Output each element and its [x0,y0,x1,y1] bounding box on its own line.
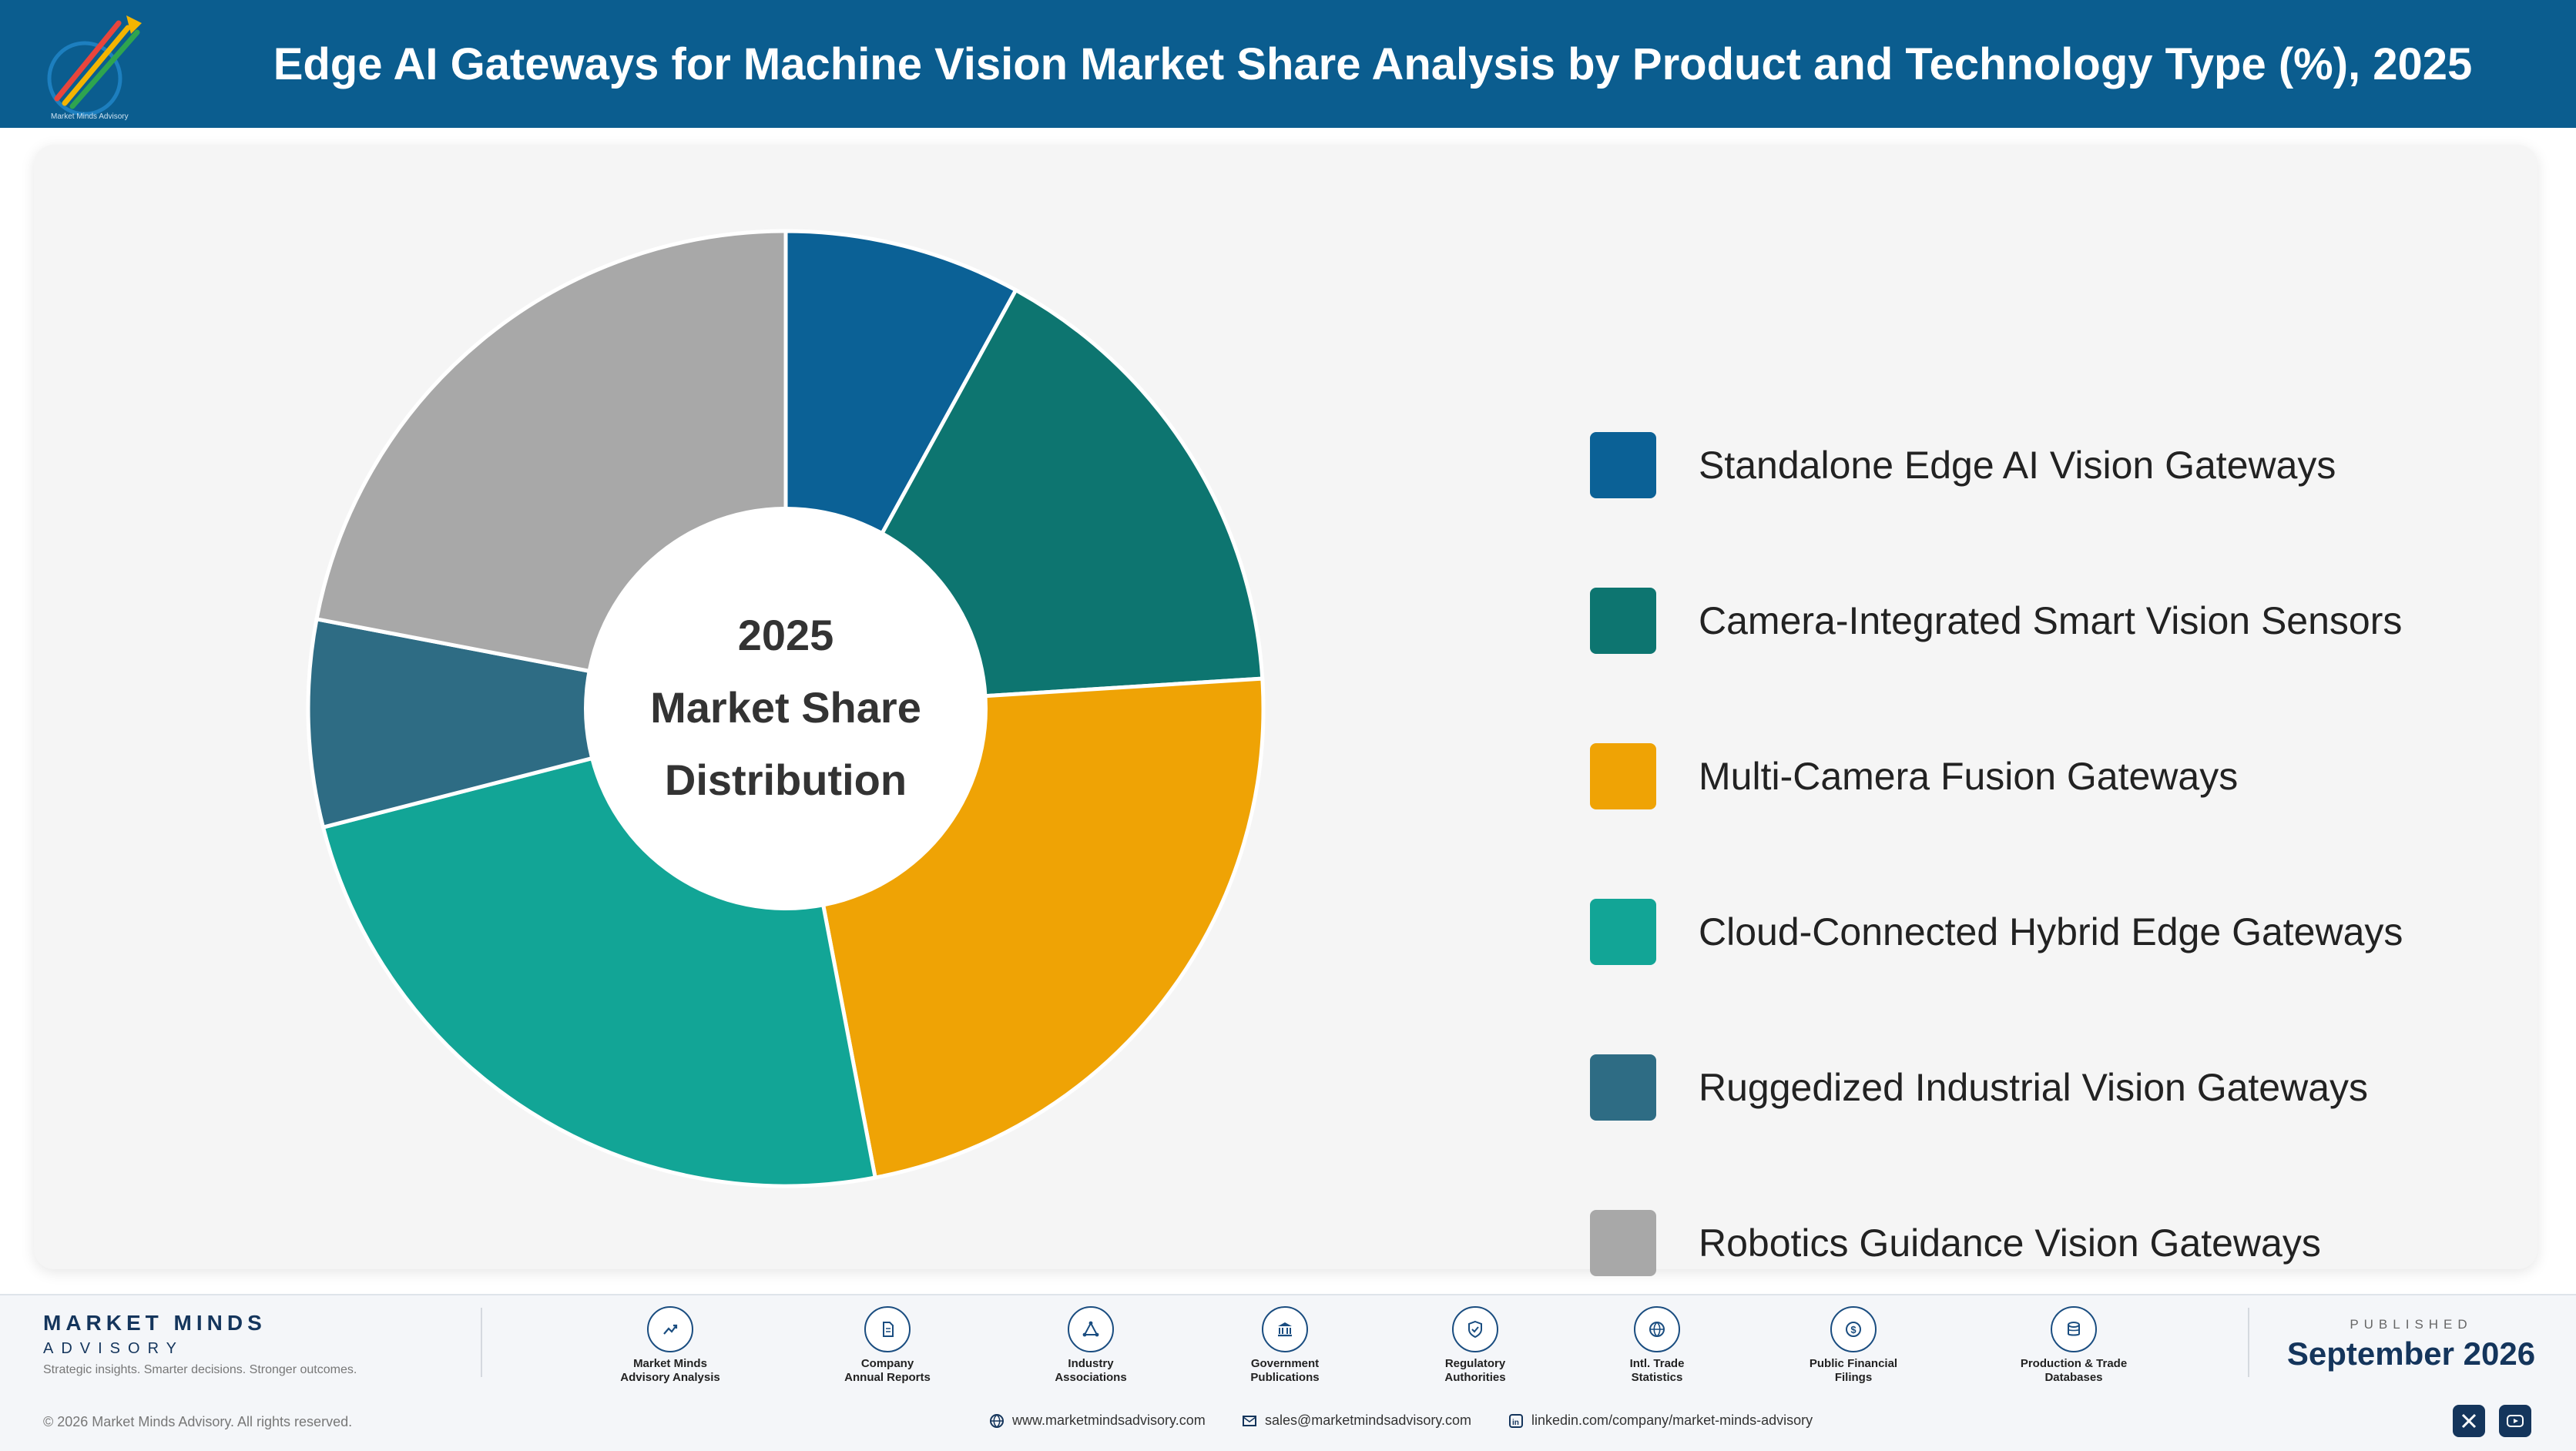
source-label: Production & Trade Databases [2020,1357,2128,1384]
legend-label: Camera-Integrated Smart Vision Sensors [1699,599,2403,642]
header-bar: Market Minds Advisory Edge AI Gateways f… [0,0,2576,128]
website-link[interactable]: www.marketmindsadvisory.com [989,1412,1206,1429]
source-item: Regulatory Authorities [1398,1306,1552,1385]
linkedin-icon: in [1509,1413,1523,1428]
x-social-button[interactable] [2453,1405,2485,1437]
mail-icon [1243,1415,1256,1426]
email-text: sales@marketmindsadvisory.com [1265,1412,1472,1428]
svg-text:$: $ [1850,1324,1857,1335]
legend-swatch [1590,899,1656,965]
published-label: PUBLISHED [2350,1317,2473,1332]
linkedin-link[interactable]: in linkedin.com/company/market-minds-adv… [1508,1412,1813,1429]
center-year-label: 2025 [738,611,834,659]
svg-text:Market Minds Advisory: Market Minds Advisory [51,112,129,121]
brand-name: MARKET MINDS [43,1311,267,1335]
email-link[interactable]: sales@marketmindsadvisory.com [1242,1412,1471,1429]
source-item: Market Minds Advisory Analysis [593,1306,747,1385]
government-building-icon [1262,1306,1308,1352]
legend-label: Cloud-Connected Hybrid Edge Gateways [1699,910,2403,953]
source-label: Industry Associations [1055,1357,1127,1384]
center-title-label: Market Share [650,683,921,732]
document-icon [864,1306,911,1352]
network-icon [1068,1306,1114,1352]
dollar-coin-icon: $ [1830,1306,1877,1352]
source-item: Industry Associations [1014,1306,1168,1385]
legend-item: Ruggedized Industrial Vision Gateways [1590,1054,2514,1121]
footer: MARKET MINDS ADVISORY Strategic insights… [0,1294,2576,1451]
source-item: $ Public Financial Filings [1776,1306,1930,1385]
legend-swatch [1590,432,1656,498]
shield-check-icon [1452,1306,1498,1352]
pie-slice-5 [306,616,787,830]
legend-swatch [1590,1210,1656,1276]
x-logo-icon [2461,1413,2477,1429]
youtube-icon [2507,1415,2524,1427]
donut-hole [584,507,988,910]
footer-divider [2248,1308,2249,1377]
source-label: Public Financial Filings [1809,1357,1898,1384]
legend-swatch [1590,1054,1656,1121]
source-label: Company Annual Reports [844,1357,931,1384]
footer-divider [481,1308,482,1377]
company-logo-icon: Market Minds Advisory [47,15,142,121]
legend-item: Camera-Integrated Smart Vision Sensors [1590,587,2514,655]
center-subtitle-label: Distribution [665,756,907,804]
source-item: Production & Trade Databases [1997,1306,2151,1385]
page-title: Edge AI Gateways for Machine Vision Mark… [273,39,2473,89]
globe-icon [990,1413,1004,1428]
legend-label: Ruggedized Industrial Vision Gateways [1699,1066,2369,1109]
legend-swatch [1590,588,1656,654]
legend-swatch [1590,743,1656,809]
legend-item: Standalone Edge AI Vision Gateways [1590,431,2514,499]
database-icon [2051,1306,2097,1352]
source-label: Government Publications [1250,1357,1320,1384]
source-item: Company Annual Reports [810,1306,964,1385]
source-label: Market Minds Advisory Analysis [620,1357,720,1384]
legend-label: Standalone Edge AI Vision Gateways [1699,444,2336,487]
copyright-text: © 2026 Market Minds Advisory. All rights… [43,1414,353,1429]
legend-label: Robotics Guidance Vision Gateways [1699,1221,2321,1265]
legend-item: Robotics Guidance Vision Gateways [1590,1209,2514,1277]
website-text: www.marketmindsadvisory.com [1012,1412,1206,1428]
legend-item: Multi-Camera Fusion Gateways [1590,742,2514,810]
source-label: Regulatory Authorities [1444,1357,1506,1384]
legend-label: Multi-Camera Fusion Gateways [1699,755,2239,798]
source-label: Intl. Trade Statistics [1629,1357,1685,1384]
source-item: Government Publications [1208,1306,1362,1385]
chart-card: 2025 Market Share Distribution Standalon… [34,145,2537,1276]
svg-text:in: in [1512,1419,1519,1427]
published-date: September 2026 [2286,1335,2536,1372]
trend-chart-icon [647,1306,693,1352]
source-item: Intl. Trade Statistics [1580,1306,1734,1385]
brand-subtitle: ADVISORY [43,1340,184,1357]
brand-tagline: Strategic insights. Smarter decisions. S… [43,1363,357,1376]
donut-chart: 2025 Market Share Distribution [306,229,1266,1188]
globe-icon [1634,1306,1680,1352]
youtube-social-button[interactable] [2499,1405,2531,1437]
legend-item: Cloud-Connected Hybrid Edge Gateways [1590,898,2514,966]
linkedin-text: linkedin.com/company/market-minds-adviso… [1531,1412,1813,1428]
